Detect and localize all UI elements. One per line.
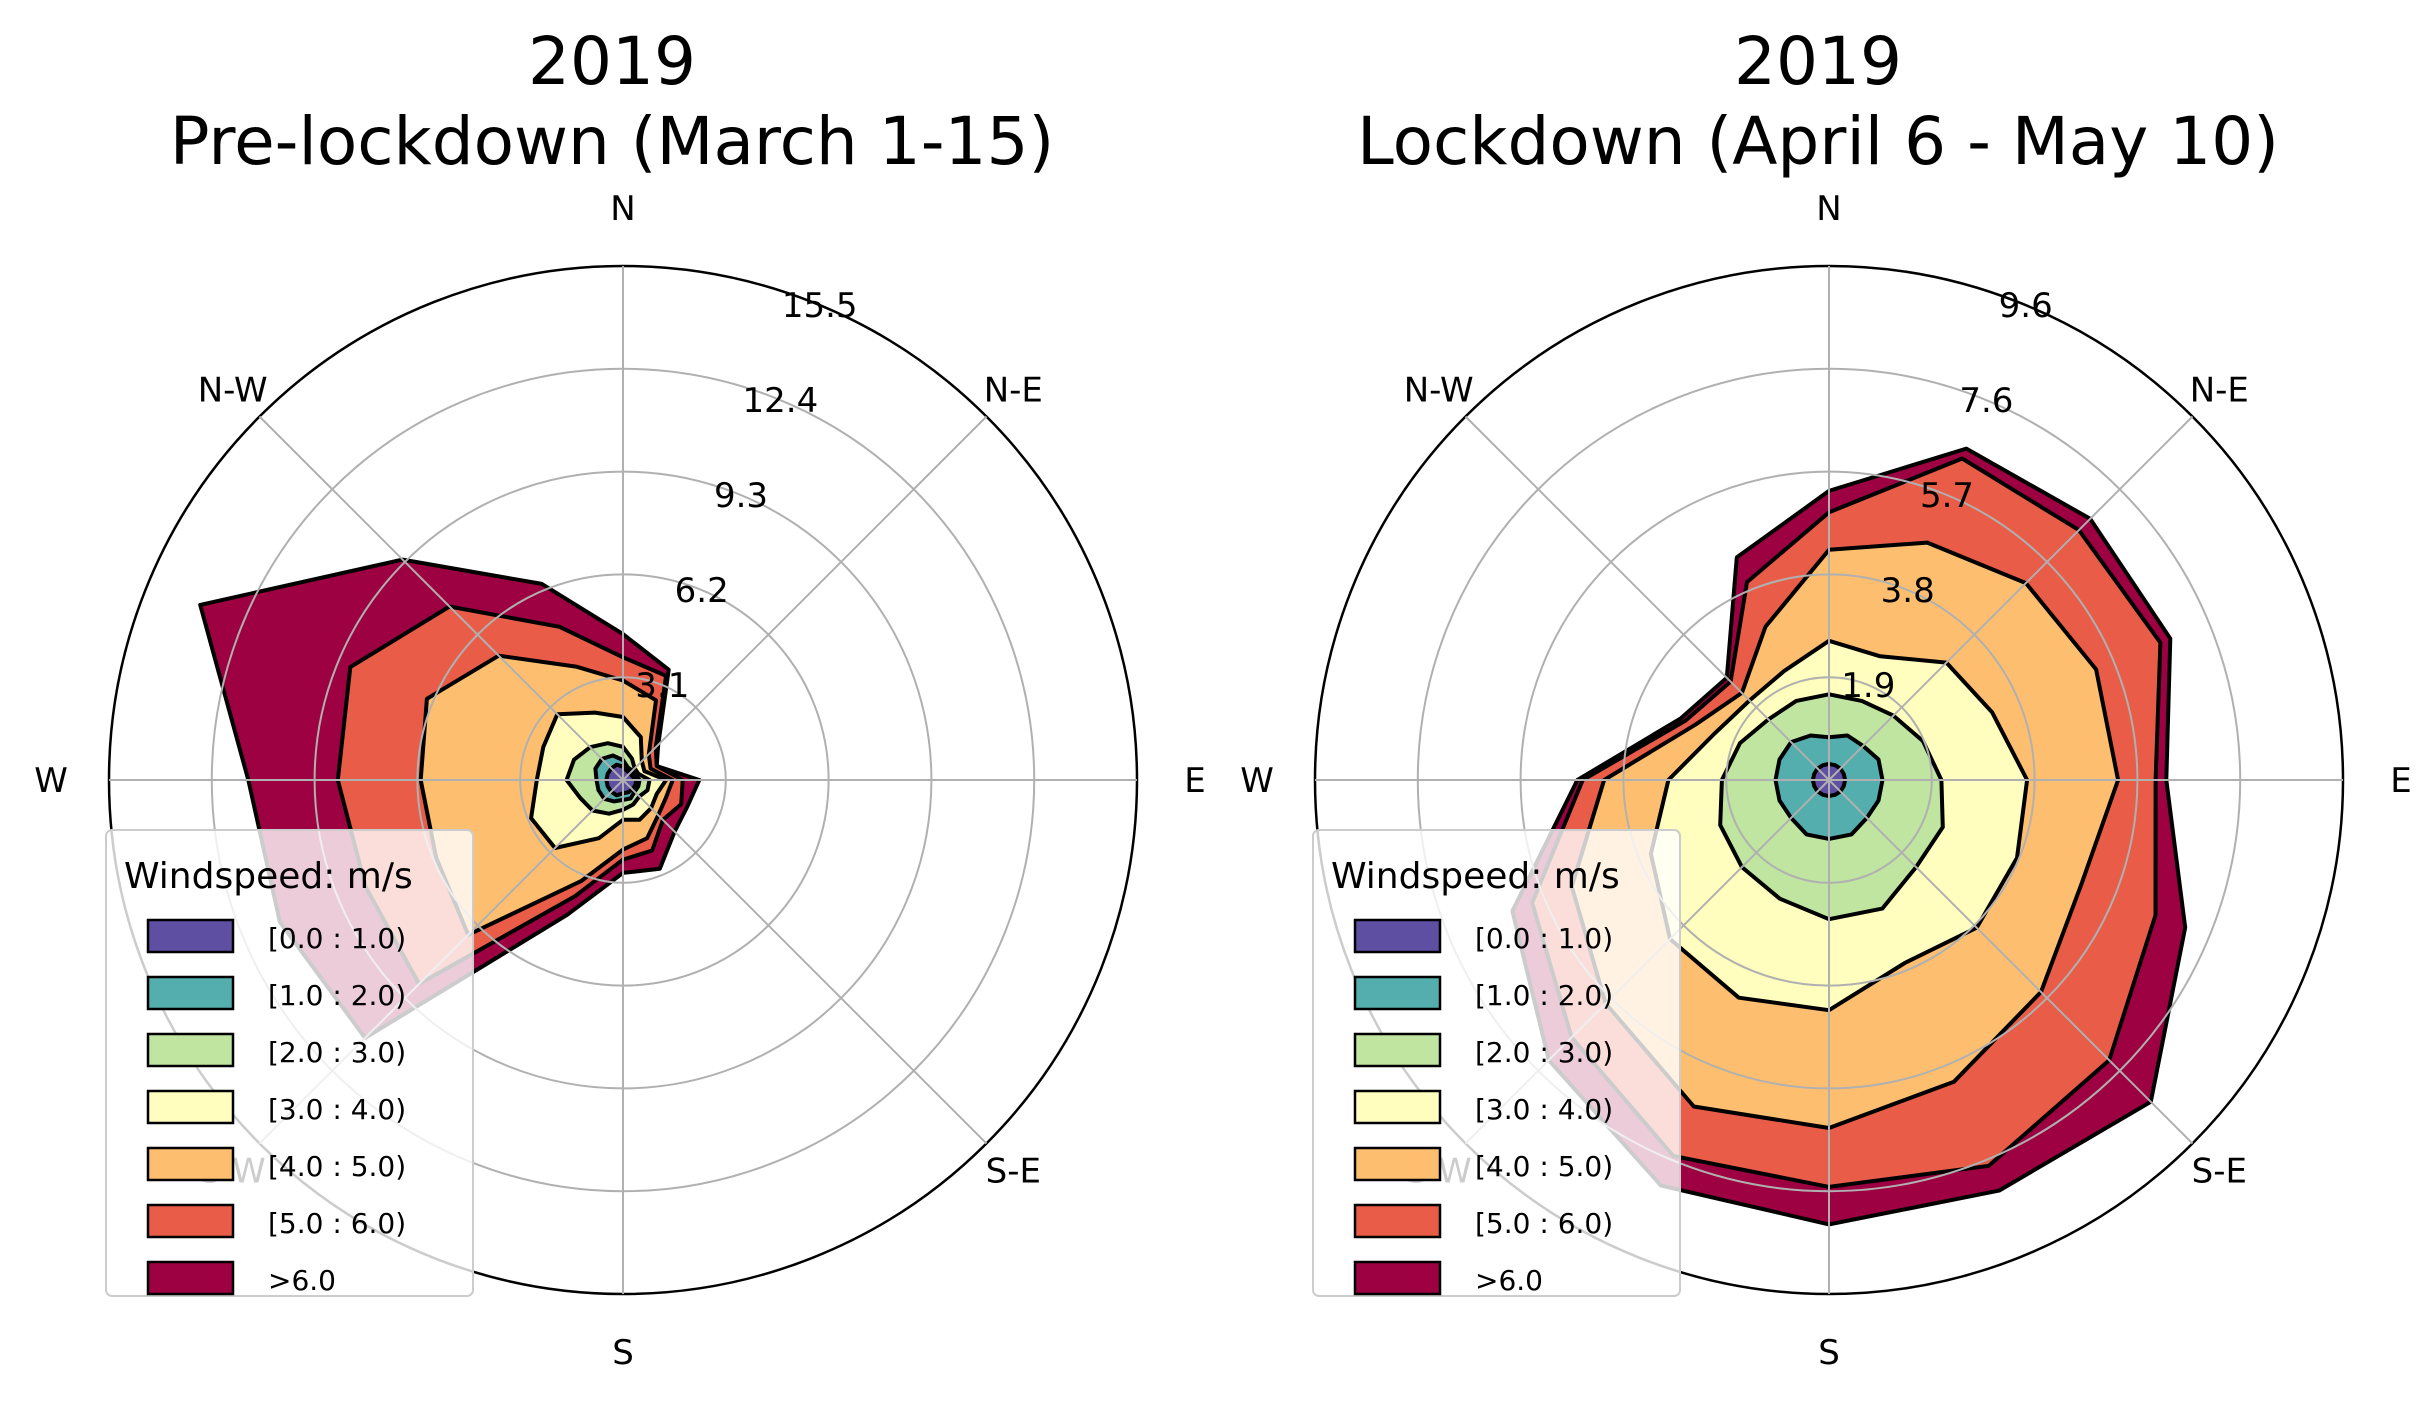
legend-swatch	[1353, 1146, 1442, 1182]
legend-swatch	[146, 1203, 235, 1239]
legend-swatch	[1353, 1260, 1442, 1296]
chart-subtitle: Pre-lockdown (March 1-15)	[170, 103, 1055, 180]
ring-tick-label: 15.5	[782, 286, 858, 326]
grid-spoke	[622, 415, 988, 781]
chart-title: 2019	[1734, 23, 1902, 100]
grid-spoke	[1464, 415, 1830, 781]
legend: Windspeed: m/s [0.0 : 1.0) [1.0 : 2.0) [2.0…	[1312, 829, 1681, 1297]
direction-label-north-west: N-W	[198, 371, 268, 411]
direction-label-west: W	[1240, 761, 1274, 801]
direction-label-north: N	[1816, 189, 1841, 229]
legend-entry-label: [5.0 : 6.0)	[268, 1207, 406, 1240]
ring-tick-label: 3.8	[1881, 571, 1935, 611]
ring-tick-label: 5.7	[1920, 476, 1974, 516]
legend-entry-label: [3.0 : 4.0)	[268, 1093, 406, 1126]
legend-entry-label: [0.0 : 1.0)	[1475, 922, 1613, 955]
legend-swatch	[146, 1089, 235, 1125]
direction-label-east: E	[2390, 761, 2411, 801]
legend-entry-label: [4.0 : 5.0)	[1475, 1150, 1613, 1183]
direction-label-north-west: N-W	[1404, 371, 1474, 411]
legend-swatch	[146, 1260, 235, 1296]
legend: Windspeed: m/s [0.0 : 1.0) [1.0 : 2.0) [2.0…	[105, 829, 474, 1297]
legend-swatch	[1353, 1203, 1442, 1239]
legend-entry-label: >6.0	[268, 1264, 336, 1297]
legend-swatch	[146, 1032, 235, 1068]
legend-entry-label: [3.0 : 4.0)	[1475, 1093, 1613, 1126]
legend-entry-label: [4.0 : 5.0)	[268, 1150, 406, 1183]
legend-entry-label: [0.0 : 1.0)	[268, 922, 406, 955]
direction-label-south: S	[1818, 1333, 1840, 1373]
direction-label-north: N	[610, 189, 635, 229]
ring-tick-label: 9.3	[714, 476, 768, 516]
legend-swatch	[146, 975, 235, 1011]
legend-entry-label: [2.0 : 3.0)	[268, 1036, 406, 1069]
direction-label-south-east: S-E	[986, 1151, 1041, 1191]
legend-entry-label: >6.0	[1475, 1264, 1543, 1297]
direction-label-east: E	[1184, 761, 1205, 801]
chart-title: 2019	[528, 23, 696, 100]
legend-swatch	[1353, 1089, 1442, 1125]
legend-entry-label: [5.0 : 6.0)	[1475, 1207, 1613, 1240]
legend-title: Windspeed: m/s	[124, 856, 413, 897]
direction-label-north-east: N-E	[2190, 371, 2249, 411]
legend-entry-label: [2.0 : 3.0)	[1475, 1036, 1613, 1069]
grid-spoke	[1828, 779, 2194, 1145]
legend-swatch	[1353, 1032, 1442, 1068]
legend-swatch	[1353, 918, 1442, 954]
chart-subtitle: Lockdown (April 6 - May 10)	[1357, 103, 2279, 180]
legend-entry-label: [1.0 : 2.0)	[268, 979, 406, 1012]
ring-tick-label: 6.2	[675, 571, 729, 611]
legend-entry-label: [1.0 : 2.0)	[1475, 979, 1613, 1012]
direction-label-south: S	[612, 1333, 634, 1373]
ring-tick-label: 12.4	[743, 381, 819, 421]
direction-label-north-east: N-E	[984, 371, 1043, 411]
ring-tick-label: 3.1	[635, 666, 689, 706]
ring-tick-label: 9.6	[1999, 286, 2053, 326]
grid-spoke	[258, 415, 624, 781]
grid-spoke	[1828, 415, 2194, 781]
ring-tick-label: 1.9	[1841, 666, 1895, 706]
legend-swatch	[1353, 975, 1442, 1011]
direction-label-south-east: S-E	[2192, 1151, 2247, 1191]
ring-tick-label: 7.6	[1959, 381, 2013, 421]
legend-title: Windspeed: m/s	[1331, 856, 1620, 897]
legend-swatch	[146, 918, 235, 954]
grid-spoke	[622, 779, 988, 1145]
legend-swatch	[146, 1146, 235, 1182]
direction-label-west: W	[34, 761, 68, 801]
